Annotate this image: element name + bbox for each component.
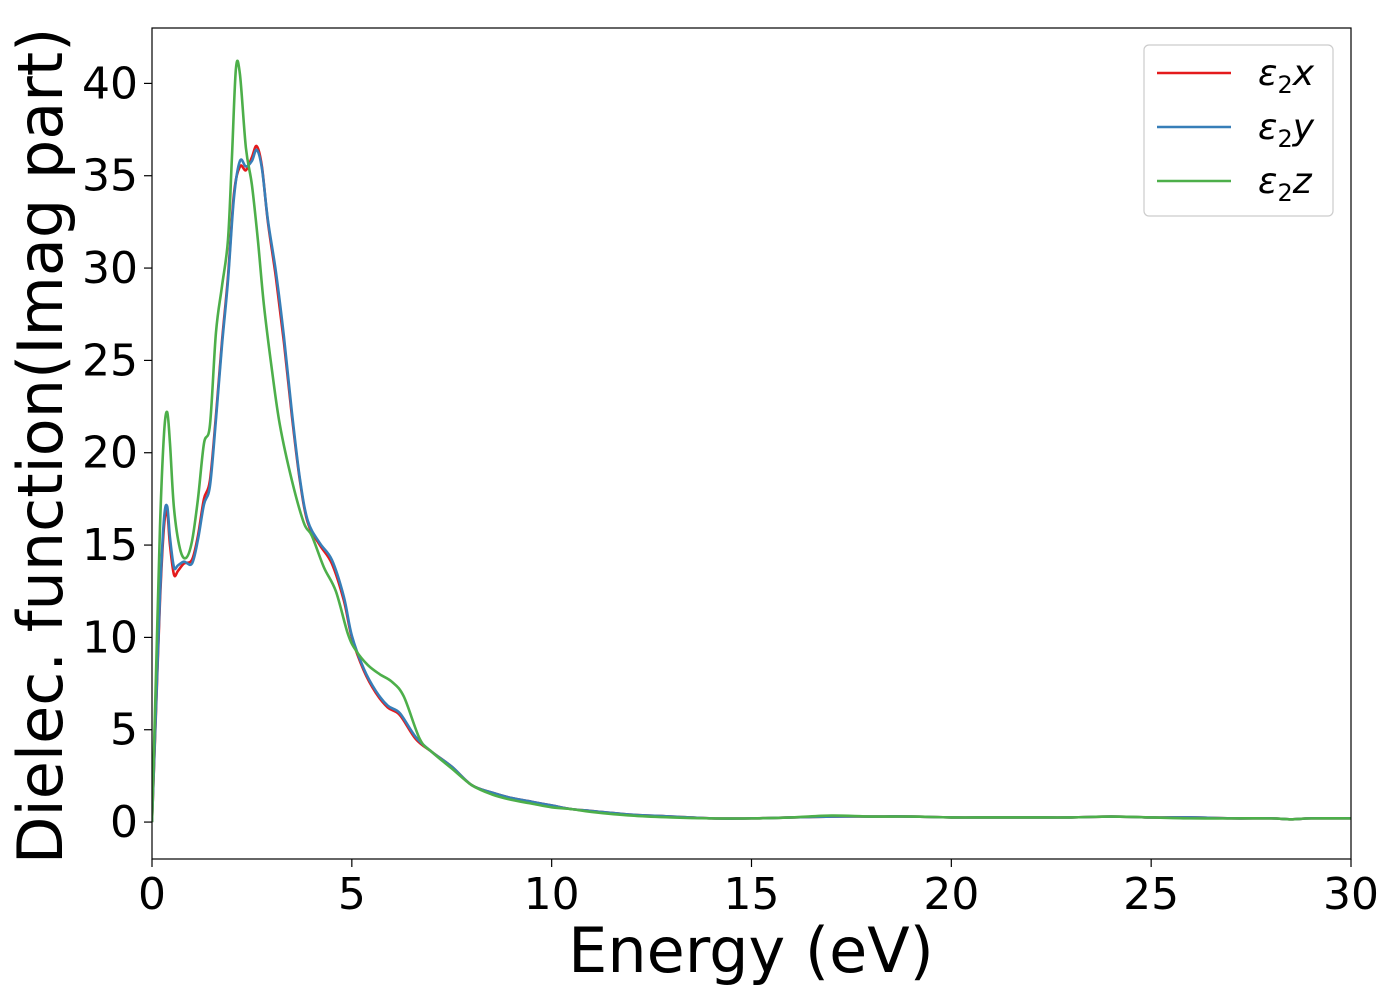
x-tick-label: 5 [338,869,366,920]
series-line-z [152,59,1351,823]
plot-area [152,59,1351,823]
legend-entry-y: ε2y [1258,107,1315,153]
legend-box [1143,44,1334,217]
y-tick-label: 40 [82,58,138,109]
y-tick-label: 15 [82,520,138,571]
x-axis-label: Energy (eV) [568,914,934,987]
x-tick-label: 0 [138,869,166,920]
x-tick-label: 25 [1123,869,1179,920]
y-axis-label: Dielec. function(Imag part) [4,28,77,865]
y-tick-label: 10 [82,612,138,663]
series-lines [152,59,1351,823]
legend-entry-x: ε2x [1258,53,1315,99]
y-tick-label: 20 [82,428,138,479]
y-tick-label: 0 [110,797,138,848]
legend-entry-z: ε2z [1258,161,1313,207]
x-tick-label: 20 [923,869,979,920]
y-tick-label: 5 [110,705,138,756]
y-tick-label: 30 [82,243,138,294]
y-tick-label: 25 [82,335,138,386]
x-tick-label: 10 [524,869,580,920]
x-tick-label: 30 [1323,869,1379,920]
x-tick-label: 15 [724,869,780,920]
y-tick-label: 35 [82,151,138,202]
axes: 0 5 10 15 20 25 30 0 5 10 15 20 25 30 35 40 [82,27,1379,920]
legend: ε2x ε2y ε2z [1143,44,1334,217]
